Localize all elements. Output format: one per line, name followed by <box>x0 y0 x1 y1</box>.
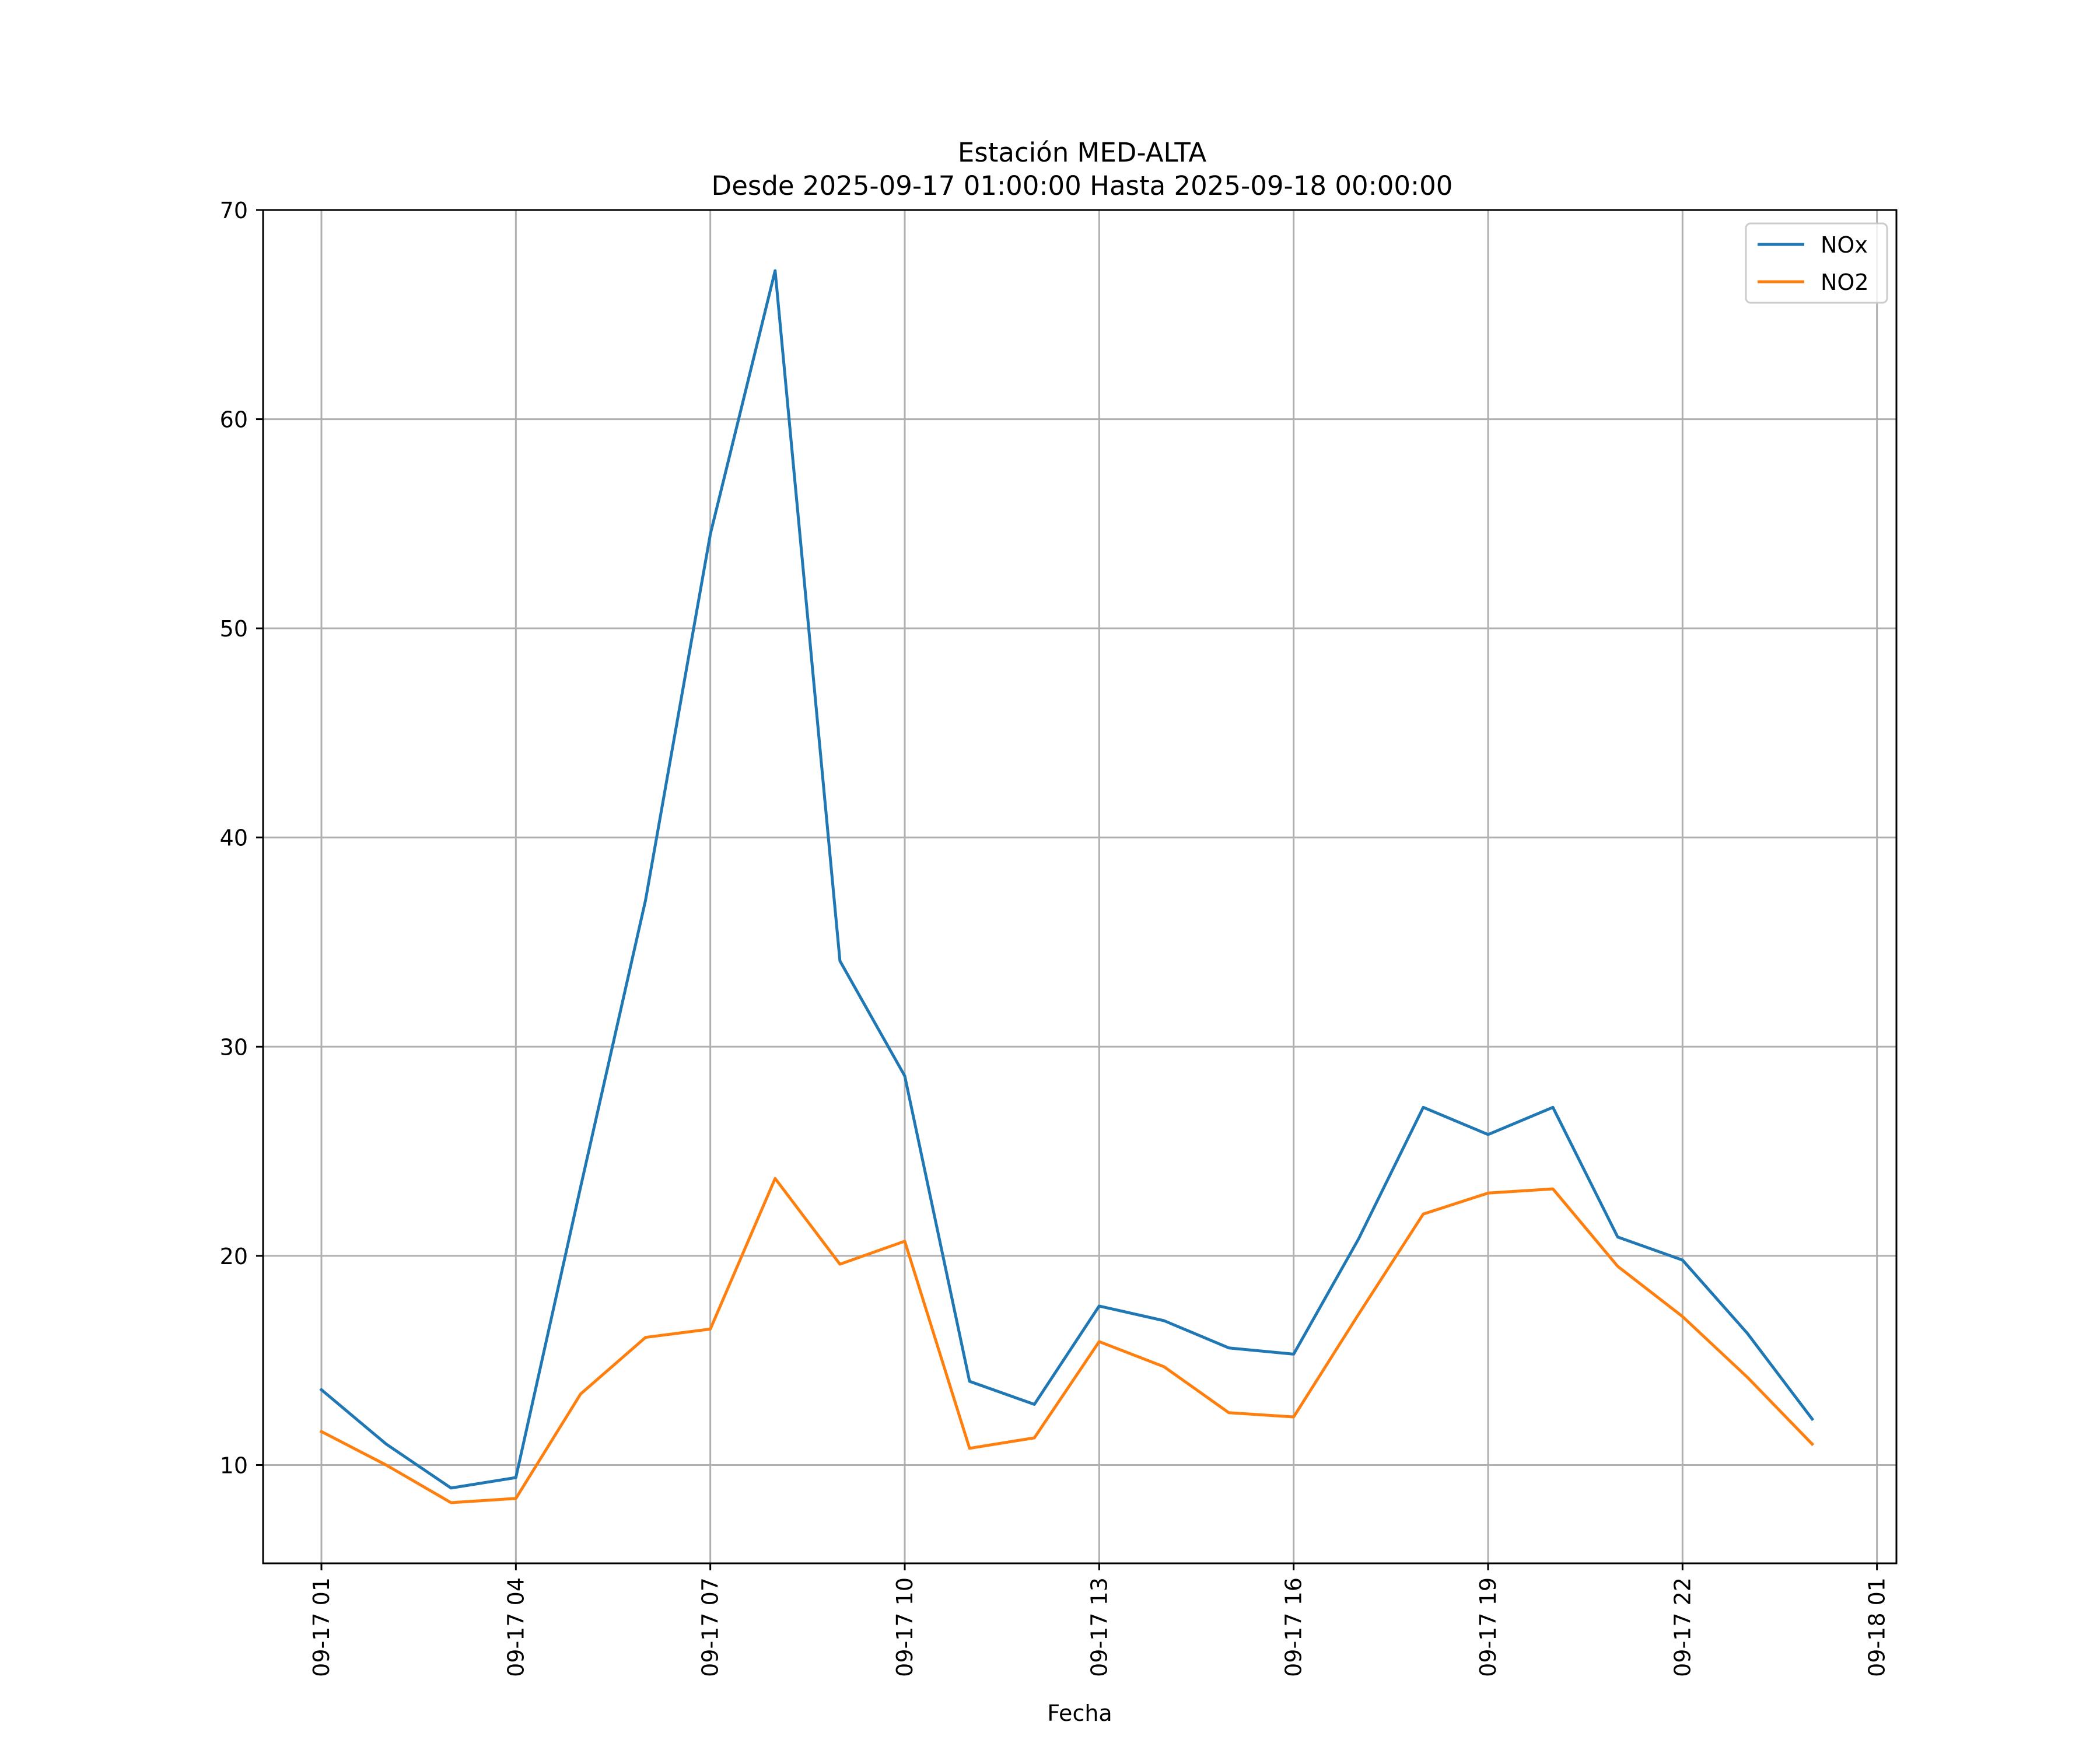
x-tick-label: 09-17 10 <box>892 1577 918 1677</box>
grid <box>263 209 1896 1563</box>
y-tick-label: 30 <box>220 1034 248 1060</box>
y-tick-label: 70 <box>220 198 248 223</box>
y-tick-label: 20 <box>220 1244 248 1269</box>
y-tick-label: 40 <box>220 825 248 851</box>
y-tick-label: 60 <box>220 407 248 433</box>
y-tick-label: 50 <box>220 616 248 642</box>
legend: NOx NO2 <box>1745 222 1888 304</box>
x-tick-label: 09-17 16 <box>1281 1577 1307 1677</box>
legend-label-no2: NO2 <box>1821 270 1869 295</box>
x-tick-label: 09-17 07 <box>698 1577 723 1677</box>
x-tick-label: 09-18 01 <box>1864 1577 1890 1677</box>
plot-frame <box>262 209 1898 1564</box>
legend-label-nox: NOx <box>1821 232 1868 258</box>
x-tick-label: 09-17 01 <box>309 1577 334 1677</box>
y-axis: 10 20 30 40 50 60 70 <box>220 198 263 1478</box>
chart-title: Estación MED-ALTA <box>958 137 1207 168</box>
chart-subtitle: Desde 2025-09-17 01:00:00 Hasta 2025-09-… <box>712 170 1453 201</box>
y-tick-label: 10 <box>220 1452 248 1478</box>
series-line-nox <box>319 269 1815 1490</box>
x-tick-label: 09-17 13 <box>1086 1577 1112 1677</box>
series-line-no2 <box>319 1177 1815 1504</box>
x-axis-label: Fecha <box>1047 1700 1112 1726</box>
x-axis: 09-17 01 09-17 04 09-17 07 09-17 10 09-17 13… <box>309 1563 1890 1677</box>
x-tick-label: 09-17 22 <box>1670 1577 1695 1677</box>
x-tick-label: 09-17 19 <box>1475 1577 1501 1677</box>
x-tick-label: 09-17 04 <box>503 1577 528 1677</box>
series-lines <box>319 269 1815 1504</box>
